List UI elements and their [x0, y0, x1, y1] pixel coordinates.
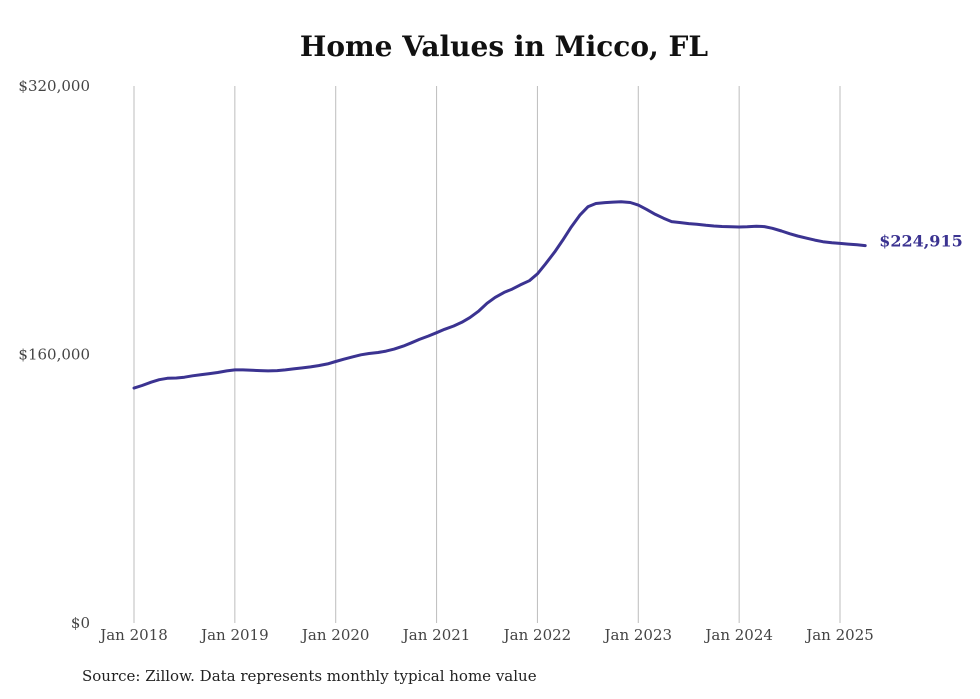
x-tick-label: Jan 2023 — [603, 626, 673, 644]
x-tick-label: Jan 2025 — [804, 626, 874, 644]
x-tick-label: Jan 2020 — [300, 626, 370, 644]
y-axis-ticks: $0 $160,000 $320,000 — [18, 77, 90, 632]
x-tick-label: Jan 2021 — [401, 626, 471, 644]
chart-title: Home Values in Micco, FL — [299, 30, 709, 63]
x-tick-label: Jan 2024 — [703, 626, 773, 644]
series-line — [132, 200, 867, 390]
y-tick-label: $0 — [71, 614, 90, 632]
x-axis-ticks: Jan 2018 Jan 2019 Jan 2020 Jan 2021 Jan 2022… — [98, 626, 874, 644]
x-tick-label: Jan 2019 — [199, 626, 269, 644]
source-note: Source: Zillow. Data represents monthly … — [82, 667, 537, 685]
y-tick-label: $160,000 — [18, 346, 90, 364]
x-tick-label: Jan 2022 — [502, 626, 572, 644]
gridlines — [133, 86, 841, 623]
x-tick-label: Jan 2018 — [98, 626, 168, 644]
y-tick-label: $320,000 — [18, 77, 90, 95]
end-value-label: $224,915 — [879, 232, 963, 251]
